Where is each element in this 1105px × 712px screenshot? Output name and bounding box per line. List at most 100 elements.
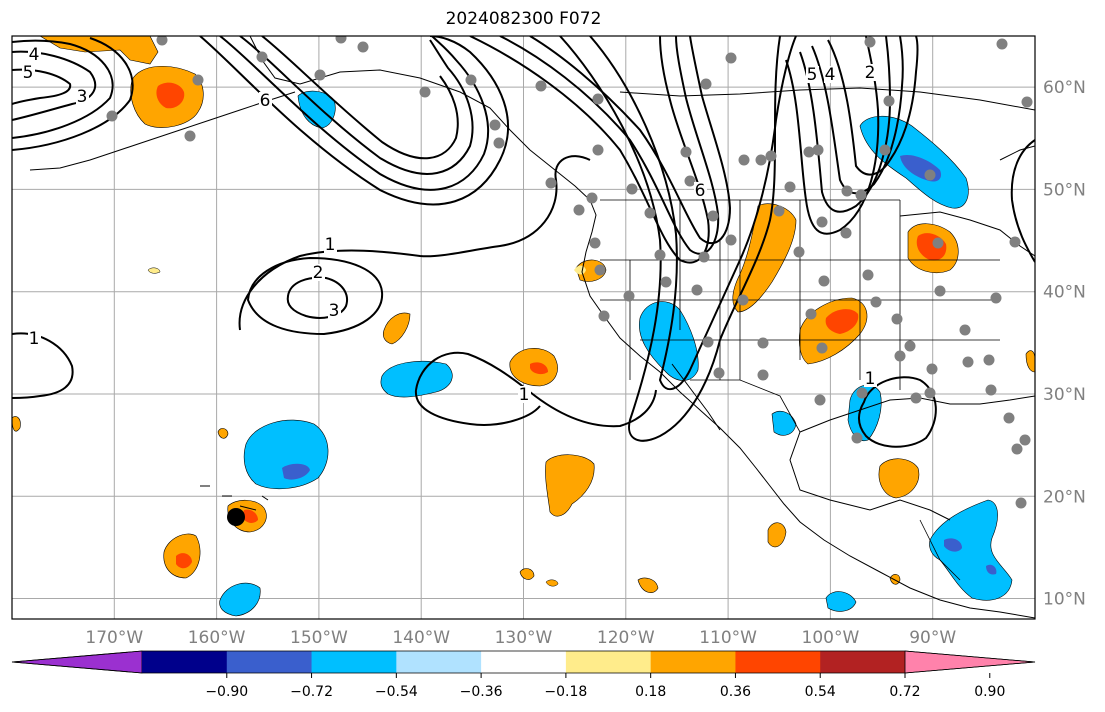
anomaly-patch xyxy=(12,416,21,432)
anomaly-patch xyxy=(282,463,310,480)
anomaly-patch xyxy=(1025,350,1035,373)
contour-label-bg xyxy=(22,64,35,81)
station-dot xyxy=(594,264,606,276)
highlight-marker xyxy=(227,508,245,526)
latitude-label: 60°N xyxy=(1043,78,1086,98)
contour-label-bg xyxy=(806,66,819,83)
contour-label-bg xyxy=(824,66,837,83)
contour-label: 5 xyxy=(23,63,34,83)
station-dot xyxy=(184,130,196,142)
colorbar-tick-label: 0.54 xyxy=(805,684,836,700)
station-dot xyxy=(106,110,118,122)
station-dot xyxy=(962,356,974,368)
station-dot xyxy=(959,324,971,336)
contour-label: 3 xyxy=(77,87,88,107)
station-dot xyxy=(851,432,863,444)
latitude-labels: 60°N 50°N 40°N 30°N 20°N 10°N xyxy=(1043,78,1086,609)
anomaly-patch xyxy=(219,582,261,617)
longitude-label: 100°W xyxy=(802,628,860,648)
longitude-label: 130°W xyxy=(495,628,553,648)
station-dot xyxy=(870,296,882,308)
anomaly-patch xyxy=(944,538,962,552)
station-dot xyxy=(684,175,696,187)
station-dot xyxy=(932,237,944,249)
anomaly-patch xyxy=(217,428,229,439)
anomaly-patch xyxy=(767,522,787,548)
station-dot xyxy=(773,205,785,217)
station-dot xyxy=(725,52,737,64)
political-borders xyxy=(600,199,1000,581)
station-markers xyxy=(106,36,1033,509)
contour-label: 6 xyxy=(260,91,271,111)
station-dot xyxy=(573,204,585,216)
colorbar-tick-label: 0.36 xyxy=(720,684,751,700)
contour-label: 3 xyxy=(329,301,340,321)
colorbar-tick-label: −0.18 xyxy=(544,684,587,700)
coastlines xyxy=(29,36,1035,619)
contour-lines xyxy=(12,36,1035,448)
station-dot xyxy=(644,207,656,219)
longitude-label: 170°W xyxy=(85,628,143,648)
colorbar-extend-high xyxy=(904,650,1036,674)
station-dot xyxy=(626,183,638,195)
longitude-labels: 170°W 160°W 150°W 140°W 130°W 120°W 110°W 100°W… xyxy=(85,628,956,648)
station-dot xyxy=(891,313,903,325)
colorbar-tick-label: 0.18 xyxy=(635,684,666,700)
colorbar xyxy=(11,650,1036,674)
station-dot xyxy=(757,369,769,381)
colorbar-bin xyxy=(735,651,821,673)
station-dot xyxy=(904,340,916,352)
station-dot xyxy=(924,387,936,399)
longitude-label: 160°W xyxy=(188,628,246,648)
station-dot xyxy=(586,192,598,204)
latitude-label: 30°N xyxy=(1043,385,1086,405)
contour-label: 2 xyxy=(865,63,876,83)
station-dot xyxy=(894,350,906,362)
station-dot xyxy=(812,144,824,156)
colorbar-bin xyxy=(565,651,652,673)
station-dot xyxy=(702,336,714,348)
station-dot xyxy=(700,78,712,90)
station-dot xyxy=(816,216,828,228)
contour-label-bg xyxy=(259,92,272,109)
longitude-label: 140°W xyxy=(392,628,450,648)
station-dot xyxy=(862,269,874,281)
station-dot xyxy=(335,36,347,44)
station-dot xyxy=(598,310,610,322)
station-dot xyxy=(192,74,204,86)
contour-label-bg xyxy=(28,46,41,63)
map-frame xyxy=(11,35,1036,620)
station-dot xyxy=(1003,412,1015,424)
contour-label-bg xyxy=(864,64,877,81)
contour-label: 6 xyxy=(695,181,706,201)
station-dot xyxy=(660,276,672,288)
station-dot xyxy=(924,169,936,181)
anomaly-patch xyxy=(530,362,548,375)
station-dot xyxy=(419,86,431,98)
contour-label: 1 xyxy=(519,385,530,405)
station-dot xyxy=(757,337,769,349)
anomaly-patch xyxy=(732,203,797,313)
latitude-label: 10°N xyxy=(1043,590,1086,610)
colorbar-tick-labels: −0.90 −0.72 −0.54 −0.36 −0.18 0.18 0.36 0.54 0.7… xyxy=(205,673,1005,700)
colorbar-bin xyxy=(481,651,567,673)
station-dot xyxy=(879,144,891,156)
station-dot xyxy=(926,363,938,375)
station-dot xyxy=(1021,96,1033,108)
station-dot xyxy=(985,384,997,396)
station-dot xyxy=(803,146,815,158)
station-dot xyxy=(910,392,922,404)
station-dot xyxy=(990,292,1002,304)
station-dot xyxy=(996,38,1008,50)
contour-label-bg xyxy=(312,264,325,281)
station-dot xyxy=(755,154,767,166)
colorbar-bin xyxy=(396,651,482,673)
station-dot xyxy=(855,189,867,201)
station-dot xyxy=(840,227,852,239)
latitude-label: 40°N xyxy=(1043,283,1086,303)
contour-label: 5 xyxy=(807,65,818,85)
station-dot xyxy=(816,342,828,354)
station-dot xyxy=(814,394,826,406)
station-dot xyxy=(545,177,557,189)
